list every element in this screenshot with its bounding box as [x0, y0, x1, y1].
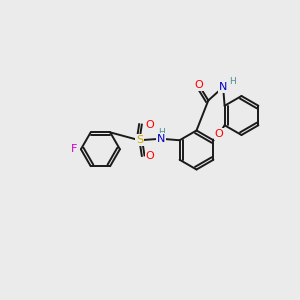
Text: S: S [136, 135, 143, 145]
Text: N: N [219, 82, 227, 92]
Text: O: O [214, 129, 224, 139]
Text: N: N [157, 134, 165, 144]
Text: H: H [158, 128, 164, 137]
Text: O: O [194, 80, 203, 90]
Text: O: O [146, 120, 154, 130]
Text: H: H [229, 77, 236, 86]
Text: O: O [146, 151, 154, 161]
Text: F: F [71, 144, 77, 154]
